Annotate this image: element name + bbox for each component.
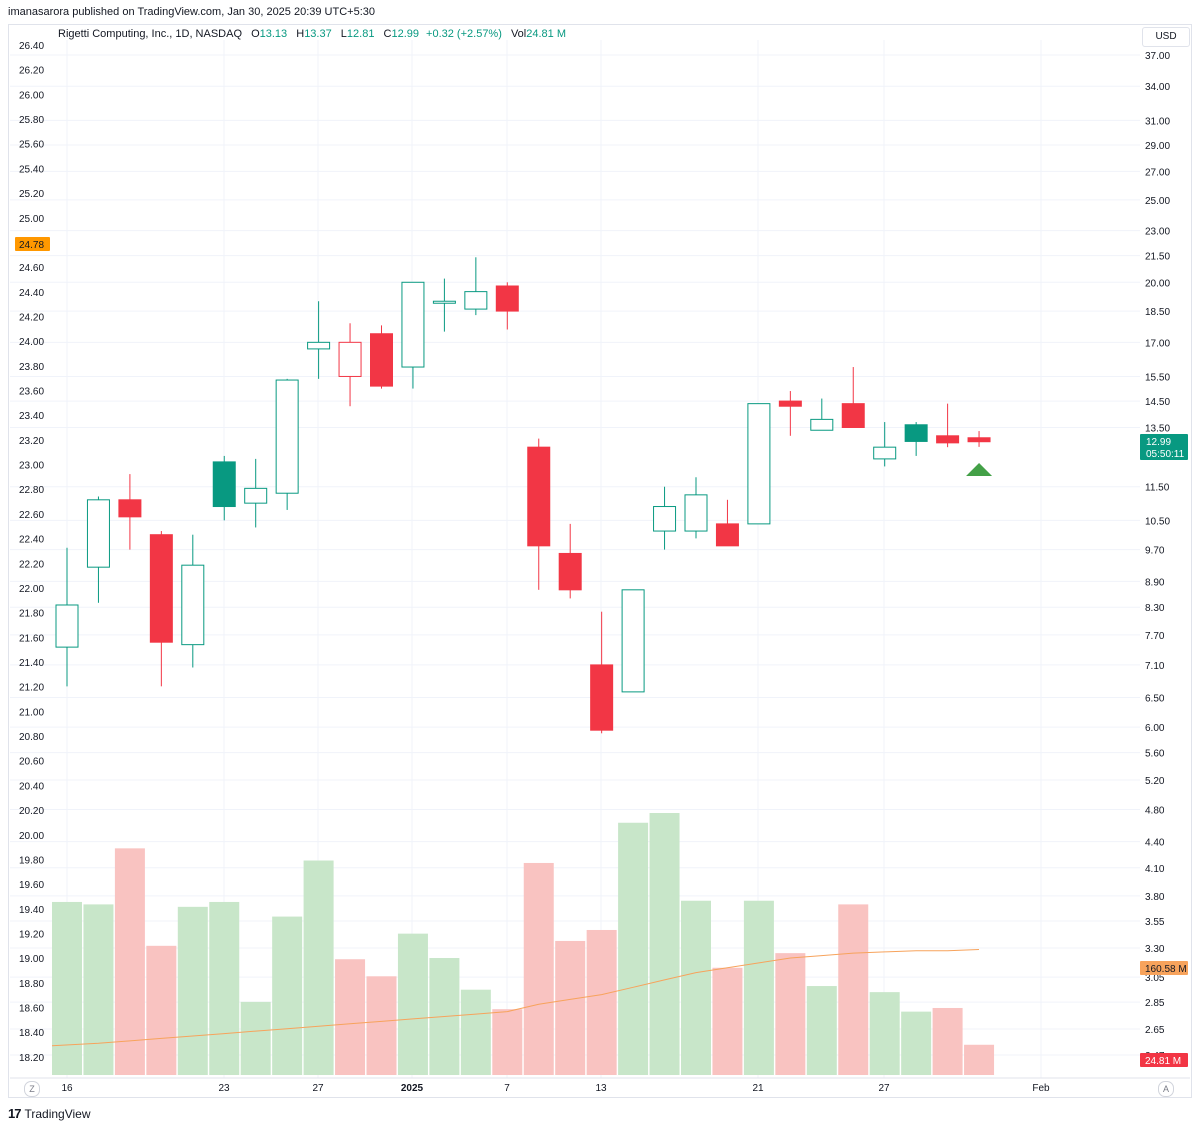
open-label: O [251, 28, 260, 40]
low-label: L [340, 28, 347, 40]
tradingview-logo-text: TradingView [24, 1106, 91, 1121]
symbol-title: Rigetti Computing, Inc., 1D, NASDAQ [58, 28, 243, 40]
volume-value: 24.81 M [526, 28, 566, 40]
currency-selector[interactable]: USD [1142, 27, 1190, 47]
low-value: 12.81 [346, 28, 375, 40]
attribution-line: imanasarora published on TradingView.com… [8, 6, 376, 18]
change-value: +0.32 (+2.57%) [426, 28, 502, 40]
tradingview-logo: 17 TradingView [8, 1106, 91, 1121]
left-scale-toggle-button[interactable]: Z [24, 1081, 40, 1097]
high-label: H [296, 28, 305, 40]
close-value: 12.99 [391, 28, 419, 40]
volume-label: Vol [510, 28, 527, 40]
close-label: C [383, 28, 392, 40]
auto-scale-button[interactable]: A [1158, 1081, 1174, 1097]
tradingview-logo-icon: 17 [8, 1106, 22, 1121]
high-value: 13.37 [304, 28, 332, 40]
ohlc-legend: Rigetti Computing, Inc., 1D, NASDAQ O13.… [58, 28, 566, 40]
open-value: 13.13 [259, 28, 288, 40]
chart-frame [8, 24, 1192, 1098]
